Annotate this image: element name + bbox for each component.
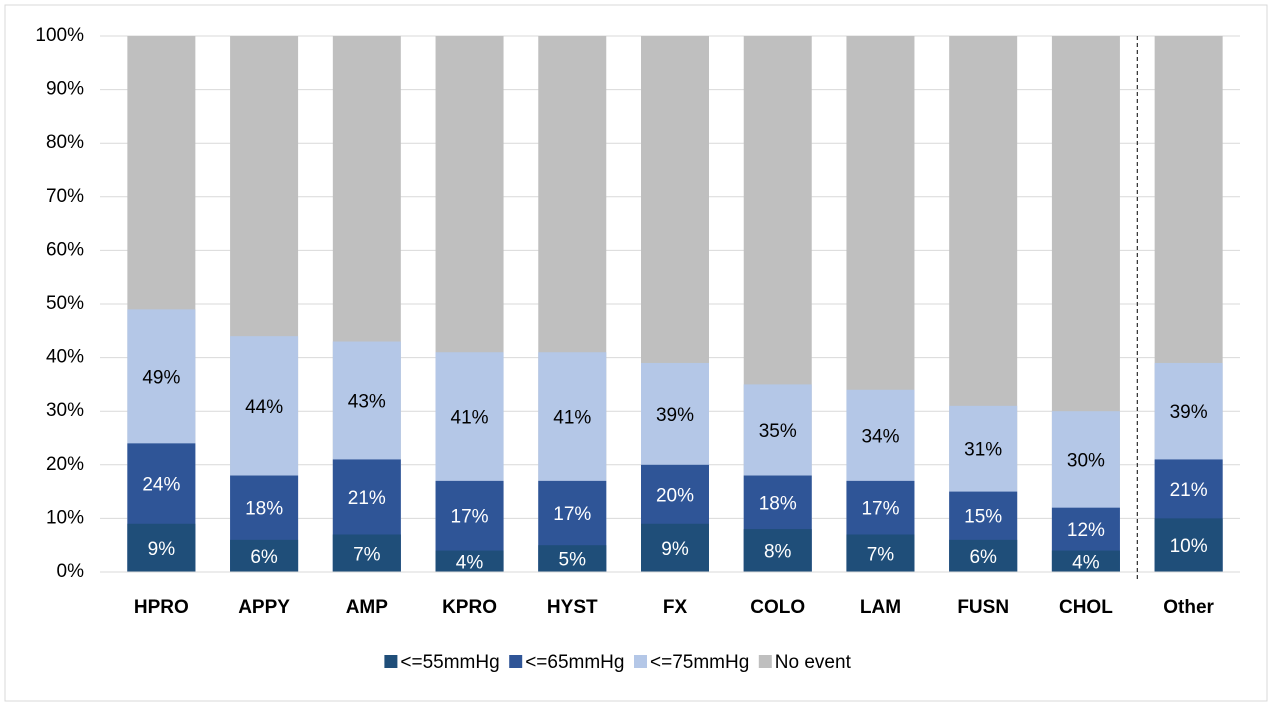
bar <box>332 534 401 572</box>
data-label: 17% <box>451 507 489 528</box>
data-label: 39% <box>656 405 694 426</box>
x-tick-label: LAM <box>860 597 901 618</box>
data-label: 49% <box>142 367 180 388</box>
legend-label: <=65mmHg <box>525 652 624 673</box>
legend-swatch <box>758 655 772 668</box>
data-label: 41% <box>553 408 591 429</box>
bar <box>538 545 607 572</box>
y-tick-label: 0% <box>57 561 85 582</box>
data-label: 43% <box>348 391 386 412</box>
x-tick-label: Other <box>1163 597 1214 618</box>
y-tick-label: 20% <box>46 454 84 475</box>
data-label: 7% <box>867 544 895 565</box>
data-label: 18% <box>759 493 797 514</box>
legend-label: <=75mmHg <box>650 652 749 673</box>
data-label: 41% <box>451 408 489 429</box>
data-label: 15% <box>964 507 1002 528</box>
data-label: 30% <box>1067 450 1105 471</box>
data-label: 9% <box>661 539 689 560</box>
y-tick-label: 100% <box>35 25 84 46</box>
data-label: 9% <box>148 539 176 560</box>
x-tick-label: KPRO <box>442 597 497 618</box>
bar <box>641 523 709 572</box>
data-label: 18% <box>245 499 283 520</box>
data-label: 17% <box>861 499 899 520</box>
data-label: 21% <box>348 488 386 509</box>
y-tick-label: 10% <box>46 507 84 528</box>
data-label: 20% <box>656 485 694 506</box>
y-tick-label: 70% <box>46 186 84 207</box>
data-label: 24% <box>142 475 180 496</box>
data-label: 35% <box>759 421 797 442</box>
legend-label: <=55mmHg <box>400 652 499 673</box>
x-tick-label: AMP <box>346 597 389 618</box>
x-tick-label: COLO <box>750 597 805 618</box>
data-label: 34% <box>861 426 899 447</box>
data-label: 8% <box>764 542 792 563</box>
y-tick-label: 40% <box>46 347 84 368</box>
y-tick-label: 60% <box>46 239 84 260</box>
data-label: 4% <box>1072 552 1100 573</box>
x-tick-label: CHOL <box>1059 597 1113 618</box>
x-tick-label: APPY <box>238 597 290 618</box>
x-tick-label: FUSN <box>957 597 1009 618</box>
data-label: 39% <box>1170 402 1208 423</box>
data-label: 5% <box>559 550 587 571</box>
bar <box>743 529 812 572</box>
data-label: 12% <box>1067 520 1105 541</box>
data-label: 7% <box>353 544 381 565</box>
data-label: 44% <box>245 397 283 418</box>
x-tick-label: FX <box>663 597 688 618</box>
y-tick-label: 50% <box>46 293 84 314</box>
data-label: 6% <box>969 547 997 568</box>
bar <box>1051 550 1120 572</box>
data-label: 6% <box>250 547 278 568</box>
chart-border <box>4 4 1268 702</box>
data-label: 10% <box>1170 536 1208 557</box>
data-label: 21% <box>1170 480 1208 501</box>
bar <box>949 539 1018 572</box>
bar <box>846 534 915 572</box>
y-tick-label: 30% <box>46 400 84 421</box>
bar <box>230 539 299 572</box>
y-tick-label: 90% <box>46 79 84 100</box>
bar <box>1154 518 1223 572</box>
data-label: 17% <box>553 504 591 525</box>
legend-swatch <box>634 655 647 668</box>
y-tick-label: 80% <box>46 132 84 153</box>
x-tick-label: HPRO <box>134 597 189 618</box>
legend-swatch <box>509 655 523 668</box>
bar <box>127 523 196 572</box>
x-tick-label: HYST <box>547 597 598 618</box>
legend-swatch <box>384 655 398 668</box>
bar <box>435 550 504 572</box>
data-label: 31% <box>964 440 1002 461</box>
data-label: 4% <box>456 552 484 573</box>
legend-label: No event <box>775 652 852 673</box>
